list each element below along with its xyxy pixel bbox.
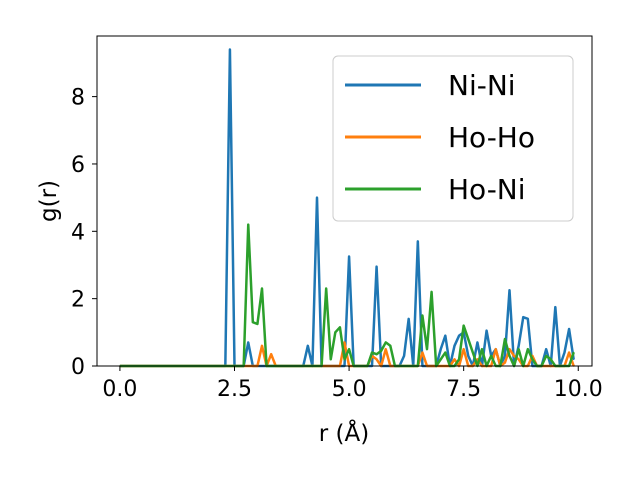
- y-tick-label: 6: [71, 153, 85, 178]
- legend-label-ho-ho: Ho-Ho: [448, 121, 535, 154]
- data-point-ho-ho: [421, 351, 424, 354]
- data-point-ho-ho: [375, 358, 378, 361]
- data-point-ho-ni: [439, 358, 442, 361]
- y-tick-label: 4: [71, 220, 85, 245]
- data-point-ho-ni: [426, 348, 428, 350]
- data-point-ho-ho: [453, 358, 456, 361]
- data-point-ni-ni: [247, 341, 250, 344]
- x-tick-label: 2.5: [217, 377, 252, 402]
- data-point-ni-ni: [316, 196, 318, 199]
- y-tick-label: 8: [71, 86, 85, 111]
- legend: Ni-Ni Ho-Ho Ho-Ni: [332, 55, 574, 222]
- data-point-ho-ho: [568, 351, 570, 354]
- y-axis-label: g(r): [36, 180, 62, 222]
- data-point-ho-ni: [384, 341, 387, 344]
- legend-box: [332, 55, 574, 222]
- data-point-ho-ni: [462, 324, 465, 327]
- data-point-ho-ho: [513, 355, 515, 357]
- data-point-ho-ho: [343, 341, 346, 344]
- x-axis-label: r (Å): [319, 419, 369, 447]
- data-point-ho-ni: [458, 358, 460, 361]
- data-point-ni-ni: [417, 240, 419, 243]
- data-point-ho-ni: [389, 345, 392, 347]
- data-point-ho-ni: [467, 338, 470, 340]
- data-point-ni-ni: [453, 345, 456, 347]
- data-point-ho-ni: [527, 348, 529, 350]
- data-point-ho-ni: [531, 358, 534, 361]
- data-point-ho-ni: [261, 287, 263, 290]
- data-point-ho-ni: [247, 223, 250, 226]
- data-point-ni-ni: [444, 334, 447, 337]
- data-point-ni-ni: [476, 341, 479, 344]
- data-point-ho-ni: [252, 321, 254, 324]
- data-point-ho-ni: [472, 351, 474, 354]
- data-point-ho-ni: [334, 331, 337, 334]
- data-point-ho-ni: [329, 358, 332, 361]
- data-point-ni-ni: [348, 255, 350, 258]
- data-point-ni-ni: [439, 348, 442, 350]
- data-point-ho-ni: [421, 314, 424, 317]
- data-point-ni-ni: [568, 328, 570, 330]
- data-point-ni-ni: [517, 345, 520, 347]
- data-point-ho-ho: [384, 348, 387, 350]
- data-point-ho-ho: [261, 345, 263, 347]
- data-point-ho-ho: [508, 348, 511, 350]
- data-point-ni-ni: [554, 306, 557, 308]
- data-point-ni-ni: [375, 265, 378, 268]
- data-point-ni-ni: [307, 345, 309, 347]
- data-point-ho-ni: [490, 355, 492, 357]
- data-point-ho-ni: [375, 353, 378, 356]
- x-tick-label: 5.0: [332, 377, 367, 402]
- data-point-ho-ni: [504, 338, 506, 340]
- data-point-ho-ni: [508, 355, 511, 357]
- data-point-ni-ni: [545, 348, 547, 350]
- data-point-ho-ho: [270, 353, 272, 356]
- data-point-ho-ho: [504, 361, 506, 364]
- data-point-ho-ni: [481, 348, 483, 350]
- data-point-ho-ni: [430, 291, 433, 293]
- data-point-ho-ho: [517, 358, 520, 361]
- data-point-ni-ni: [504, 355, 506, 357]
- data-point-ni-ni: [458, 334, 460, 337]
- x-tick-label: 0.0: [102, 377, 137, 402]
- data-point-ni-ni: [508, 289, 511, 292]
- data-point-ni-ni: [485, 329, 488, 332]
- data-point-ni-ni: [572, 358, 575, 361]
- legend-label-ho-ni: Ho-Ni: [448, 173, 526, 206]
- data-point-ho-ho: [476, 358, 479, 361]
- data-point-ni-ni: [467, 355, 470, 357]
- y-axis: 0 2 4 6 8: [71, 86, 97, 380]
- data-point-ho-ni: [348, 348, 350, 350]
- data-point-ni-ni: [403, 355, 405, 357]
- data-point-ho-ho: [494, 348, 497, 350]
- y-tick-label: 0: [71, 355, 85, 380]
- data-point-ho-ho: [462, 348, 465, 350]
- legend-label-ni-ni: Ni-Ni: [448, 69, 516, 102]
- x-tick-label: 10.0: [554, 377, 603, 402]
- data-point-ho-ni: [339, 326, 341, 329]
- plot-frame: [96, 35, 593, 367]
- data-point-ho-ni: [517, 348, 520, 350]
- data-point-ho-ni: [343, 358, 346, 361]
- data-point-ho-ni: [444, 351, 447, 354]
- data-point-ho-ni: [549, 358, 552, 361]
- data-point-ni-ni: [563, 351, 566, 354]
- data-point-ni-ni: [522, 316, 525, 318]
- data-point-ho-ni: [380, 350, 382, 352]
- data-point-ho-ni: [572, 351, 575, 354]
- data-point-ho-ni: [256, 323, 259, 325]
- y-tick-label: 2: [71, 288, 85, 313]
- x-tick-label: 7.5: [446, 377, 481, 402]
- data-point-ho-ni: [371, 351, 373, 354]
- data-point-ni-ni: [229, 48, 231, 51]
- data-point-ho-ni: [545, 355, 547, 357]
- data-point-ho-ni: [325, 287, 327, 290]
- data-point-ni-ni: [407, 318, 410, 320]
- x-axis: 0.0 2.5 5.0 7.5 10.0: [102, 366, 603, 402]
- data-point-ni-ni: [527, 318, 529, 320]
